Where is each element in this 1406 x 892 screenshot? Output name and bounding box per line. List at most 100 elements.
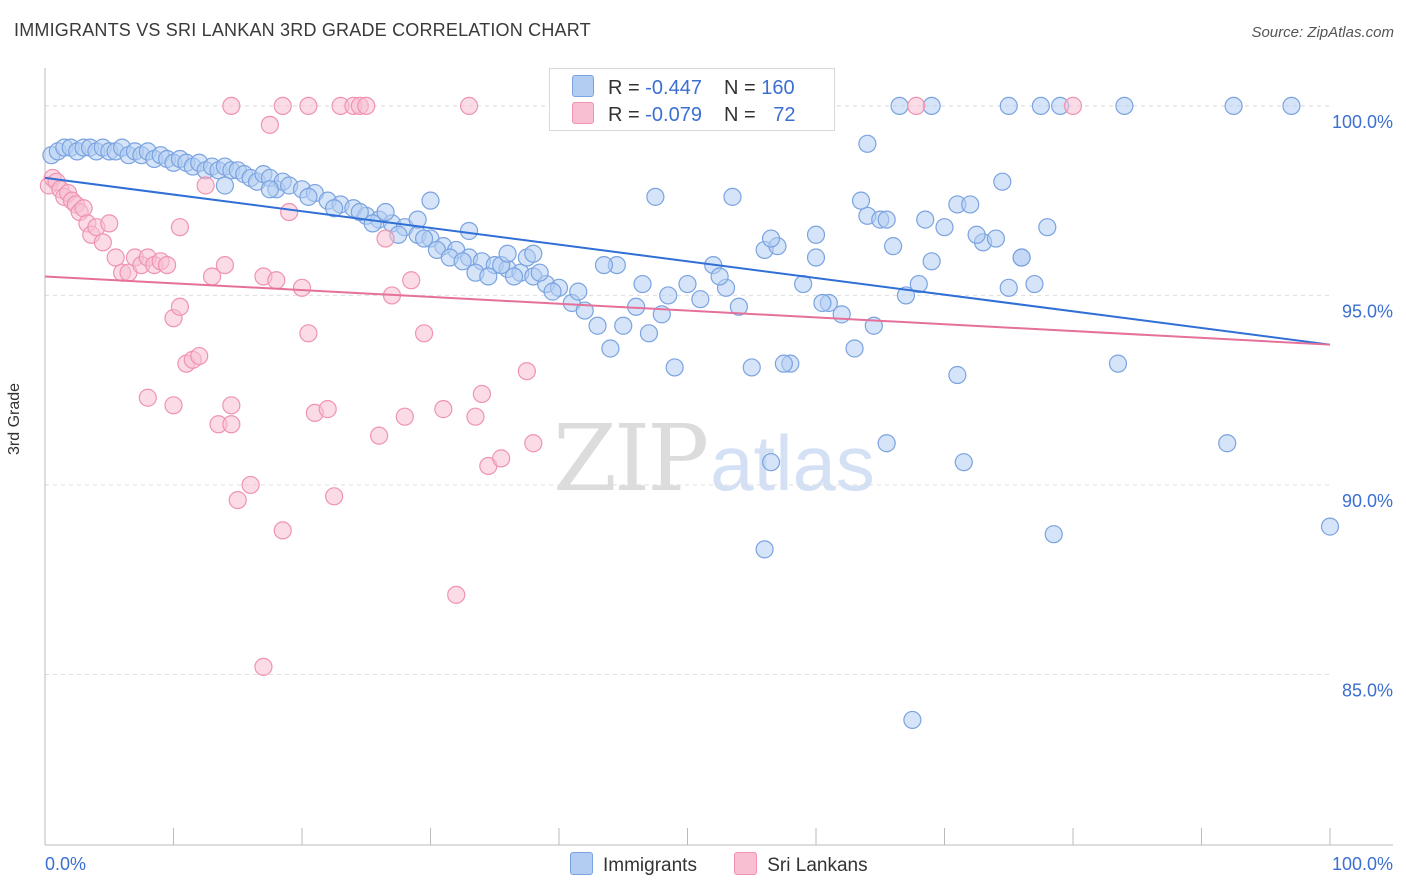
immigrants-point [543, 282, 562, 301]
immigrants-point [1282, 96, 1301, 116]
immigrants-point [832, 305, 851, 324]
srilankans-swatch [572, 102, 594, 124]
immigrants-point [890, 96, 909, 116]
y-tick-label: 90.0% [1342, 491, 1393, 511]
legend-n-value: 160 [761, 77, 795, 99]
immigrants-point [986, 229, 1006, 248]
immigrants-point [858, 134, 877, 153]
srilankans-point [222, 396, 241, 415]
immigrants-point [851, 191, 871, 210]
srilankans-point [170, 218, 190, 237]
legend-r-value: -0.447 [645, 77, 702, 99]
srilankans-point [93, 233, 112, 252]
srilankans-point [907, 96, 926, 116]
srilankans-point [273, 96, 292, 116]
immigrants-point [325, 199, 344, 218]
srilankans-point [100, 214, 119, 233]
immigrants-point [691, 290, 710, 309]
srilankans-trend-line [44, 275, 1331, 346]
srilankans-point [434, 400, 453, 419]
immigrants-point [350, 202, 369, 222]
srilankans-point [395, 407, 414, 426]
watermark-atlas: atlas [710, 419, 875, 507]
source-label: Source: ZipAtlas.com [1251, 24, 1394, 41]
srilankans-point [517, 362, 536, 381]
immigrants-point [421, 191, 440, 210]
immigrants-point [916, 210, 935, 229]
watermark: ZIPatlas [553, 405, 875, 512]
immigrants-point [922, 252, 941, 271]
immigrants-point [806, 248, 826, 267]
immigrants-point [414, 229, 434, 248]
y-axis-label: 3rd Grade [6, 382, 23, 455]
immigrants-point [260, 180, 279, 199]
srilankans-point [106, 248, 125, 267]
immigrants-point [498, 244, 517, 263]
immigrants-point [633, 274, 652, 294]
immigrants-point [877, 434, 896, 453]
immigrants-point [1320, 517, 1340, 536]
immigrants-point [883, 237, 903, 256]
legend-n-label: N = [723, 104, 762, 126]
srilankans-point [292, 278, 312, 297]
legend-item-immigrants[interactable]: Immigrants [570, 852, 697, 877]
legend-immigrants-label: Immigrants [603, 855, 697, 876]
immigrants-point [479, 267, 498, 286]
srilankans-point [215, 255, 234, 275]
srilankans-point [414, 324, 434, 343]
immigrants-point [408, 210, 427, 229]
immigrants-point [761, 453, 781, 472]
immigrants-point [1115, 96, 1134, 116]
immigrants-point [993, 172, 1012, 191]
srilankans-point [376, 229, 395, 248]
immigrants-point [903, 710, 922, 730]
srilankans-point [459, 96, 479, 116]
srilankans-point [74, 199, 93, 218]
legend-r-value: -0.079 [645, 104, 702, 126]
immigrants-point [935, 218, 954, 237]
immigrants-point [530, 263, 549, 282]
immigrants-point [954, 453, 973, 472]
immigrants-point [761, 229, 781, 248]
stats-legend: R = -0.447 N = 160 R = -0.079 N = 72 [549, 68, 835, 131]
immigrants-point [813, 293, 832, 313]
immigrants-point [967, 225, 986, 244]
immigrants-point [504, 267, 524, 286]
x-tick-label: 100.0% [1332, 854, 1393, 874]
chart-title: IMMIGRANTS VS SRI LANKAN 3RD GRADE CORRE… [14, 20, 591, 40]
srilankans-point [1063, 96, 1083, 116]
immigrants-point [601, 339, 620, 358]
legend-n-label: N = [723, 77, 762, 99]
immigrants-point [299, 187, 318, 206]
srilankans-point [170, 297, 190, 316]
immigrants-point [806, 225, 826, 244]
immigrants-swatch [572, 75, 594, 97]
immigrants-point [774, 354, 793, 373]
immigrants-point [729, 297, 749, 316]
immigrants-point [710, 267, 729, 286]
legend-row-srilankans: R = -0.079 N = 72 [572, 102, 795, 126]
immigrants-point [1031, 96, 1050, 116]
immigrants-point [678, 274, 697, 294]
srilankans-point [138, 388, 157, 407]
srilankans-point [524, 434, 543, 453]
immigrants-point [659, 286, 678, 305]
immigrants-point [845, 339, 864, 358]
srilankans-point [267, 271, 286, 290]
immigrants-point [1038, 218, 1057, 237]
immigrants-point [569, 282, 588, 301]
watermark-zip: ZIP [553, 405, 709, 512]
srilankans-point [254, 657, 273, 676]
legend-row-immigrants: R = -0.447 N = 160 [572, 75, 795, 99]
immigrants-point [999, 96, 1018, 116]
immigrants-point [1218, 434, 1237, 453]
srilankans-point [228, 490, 247, 510]
immigrants-point [1012, 248, 1031, 267]
immigrants-point [794, 274, 813, 294]
srilankans-point [472, 384, 491, 404]
immigrants-point [376, 202, 395, 222]
immigrants-point [614, 316, 633, 335]
immigrants-point [588, 316, 607, 335]
legend-item-srilankans[interactable]: Sri Lankans [734, 852, 868, 877]
